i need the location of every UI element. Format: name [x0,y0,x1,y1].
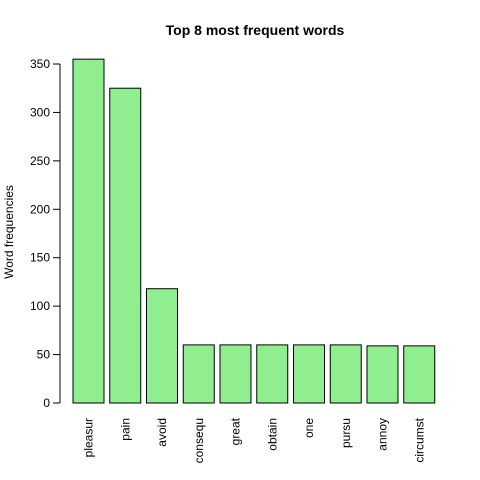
x-tick-label: circumst [412,417,426,462]
y-axis-label: Word frequencies [2,185,16,279]
bar-pleasur [72,58,105,404]
bar-obtain [256,344,289,404]
y-tick-label: 200 [30,202,50,216]
bar-annoy [366,345,399,404]
x-tick-label: consequ [192,418,206,463]
x-tick-label: one [302,418,316,438]
x-tick-labels: pleasur pain avoid consequ great obtain one pur… [82,417,427,463]
y-tick-label: 350 [30,57,50,71]
bar-avoid [146,288,178,404]
bar-pursu [329,344,362,404]
y-tick-label: 150 [30,251,50,265]
bar-great [219,344,252,404]
y-tick-label: 250 [30,154,50,168]
y-tick-label: 0 [43,396,50,410]
x-tick-label: pain [118,418,132,441]
x-tick-label: great [229,417,243,445]
bars [72,58,436,404]
x-tick-label: pleasur [82,418,96,457]
y-tick-label: 100 [30,299,50,313]
x-tick-label: obtain [265,418,279,451]
x-tick-label: annoy [376,418,390,451]
bar-pain [109,87,142,404]
y-axis: 0 50 100 150 200 250 300 350 [30,57,61,410]
bar-circumst [403,345,436,404]
y-tick-label: 300 [30,105,50,119]
y-tick-label: 50 [37,348,51,362]
bar-consequ [182,344,215,404]
x-tick-label: pursu [339,418,353,448]
x-tick-label: avoid [155,418,169,447]
chart-title: Top 8 most frequent words [166,22,345,38]
bar-one [293,344,325,404]
